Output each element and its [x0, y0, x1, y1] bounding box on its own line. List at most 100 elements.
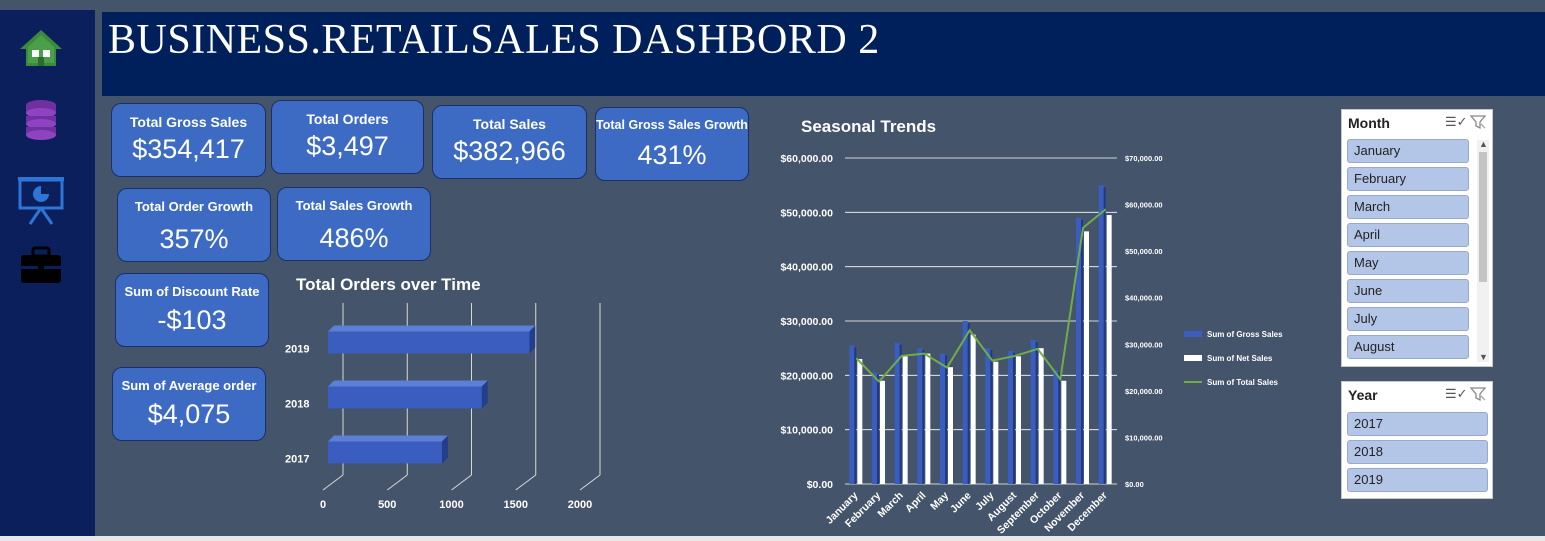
database-icon[interactable] — [18, 96, 64, 142]
net-sales-bar — [1106, 215, 1112, 485]
bar-side — [529, 325, 536, 354]
year-slicer-item[interactable]: 2018 — [1347, 440, 1488, 464]
legend-swatch — [1184, 331, 1202, 337]
kpi-label: Total Order Growth — [134, 199, 254, 214]
presentation-icon[interactable] — [18, 174, 64, 225]
month-slicer-item[interactable]: June — [1347, 279, 1469, 303]
year-slicer-item[interactable]: 2017 — [1347, 412, 1488, 436]
month-slicer-item[interactable]: January — [1347, 139, 1469, 163]
y-right-tick-label: $20,000.00 — [1125, 387, 1163, 396]
net-sales-bar — [970, 334, 976, 484]
scroll-thumb[interactable] — [1479, 152, 1487, 282]
x-tick-label: 2000 — [568, 499, 592, 511]
y-left-tick-label: $10,000.00 — [780, 425, 833, 437]
y-left-tick-label: $60,000.00 — [780, 153, 833, 165]
x-tick-label: May — [928, 490, 951, 513]
month-slicer-item[interactable]: July — [1347, 307, 1469, 331]
kpi-gross-sales[interactable]: Total Gross Sales $354,417 — [111, 103, 266, 177]
kpi-average-order[interactable]: Sum of Average order $4,075 — [112, 367, 266, 441]
gross-sales-bar-side — [1058, 371, 1061, 484]
net-sales-bar — [925, 353, 931, 484]
month-slicer-title: Month — [1348, 115, 1390, 131]
gridline — [515, 474, 537, 491]
gross-sales-bar-side — [877, 374, 879, 484]
gridline — [386, 474, 408, 491]
y-right-tick-label: $40,000.00 — [1125, 294, 1163, 303]
kpi-total-sales[interactable]: Total Sales $382,966 — [432, 105, 587, 179]
gross-sales-bar — [1030, 340, 1036, 484]
kpi-value: -$103 — [157, 305, 227, 335]
y-left-tick-label: $30,000.00 — [780, 316, 833, 328]
net-sales-bar — [1038, 348, 1044, 484]
gridline — [451, 474, 472, 491]
gross-sales-bar — [962, 321, 968, 484]
month-scrollbar[interactable]: ▲ ▼ — [1477, 139, 1489, 362]
kpi-value: $4,075 — [147, 399, 231, 429]
legend-swatch — [1184, 355, 1202, 361]
bottom-strip — [0, 536, 1545, 541]
net-sales-bar — [993, 361, 999, 484]
bar-top — [328, 325, 536, 332]
net-sales-bar — [857, 359, 863, 484]
month-slicer[interactable]: Month ☰✓ January February March April May Jun… — [1341, 109, 1493, 367]
gross-sales-bar — [1076, 217, 1081, 484]
month-slicer-item[interactable]: February — [1347, 167, 1469, 191]
gross-sales-bar — [894, 342, 900, 484]
kpi-total-orders[interactable]: Total Orders $3,497 — [271, 100, 424, 174]
bar-side — [481, 380, 488, 409]
kpi-gross-sales-growth[interactable]: Total Gross Sales Growth 431% — [595, 107, 749, 181]
year-slicer-title: Year — [1348, 387, 1378, 403]
year-slicer[interactable]: Year ☰✓ 2017 2018 2019 — [1341, 381, 1493, 499]
kpi-value: $354,417 — [132, 134, 245, 164]
clear-filter-icon[interactable] — [1469, 114, 1487, 133]
month-slicer-item[interactable]: May — [1347, 251, 1469, 275]
gross-sales-bar — [940, 353, 945, 484]
bar-top — [328, 435, 448, 442]
kpi-label: Total Gross Sales Growth — [596, 118, 748, 132]
seasonal-chart-title: Seasonal Trends — [801, 117, 937, 136]
month-slicer-item[interactable]: April — [1347, 223, 1469, 247]
scroll-up-icon[interactable]: ▲ — [1479, 139, 1488, 149]
x-tick-label: April — [903, 490, 928, 515]
scroll-down-icon[interactable]: ▼ — [1479, 352, 1488, 362]
x-tick-label: March — [875, 490, 905, 520]
gross-sales-bar-side — [1103, 187, 1106, 484]
sidebar — [0, 10, 95, 536]
kpi-order-growth[interactable]: Total Order Growth 357% — [117, 188, 271, 262]
y-right-tick-label: $50,000.00 — [1125, 247, 1163, 256]
briefcase-icon[interactable] — [18, 242, 64, 288]
gross-sales-bar-side — [945, 355, 947, 484]
bar-top — [328, 380, 488, 387]
home-icon[interactable] — [18, 26, 64, 72]
net-sales-bar — [948, 367, 953, 484]
y-right-tick-label: $10,000.00 — [1125, 433, 1163, 442]
kpi-label: Total Orders — [306, 111, 389, 127]
net-sales-bar — [1061, 380, 1067, 484]
y-category-label: 2018 — [285, 399, 309, 411]
kpi-discount-rate[interactable]: Sum of Discount Rate -$103 — [115, 273, 269, 347]
net-sales-bar — [1016, 356, 1021, 484]
kpi-label: Sum of Discount Rate — [124, 284, 260, 299]
month-slicer-item[interactable]: August — [1347, 335, 1469, 359]
kpi-label: Total Gross Sales — [129, 114, 248, 130]
gross-sales-bar — [1053, 369, 1059, 484]
multi-select-icon[interactable]: ☰✓ — [1445, 386, 1468, 401]
legend-label: Sum of Gross Sales — [1207, 330, 1283, 339]
y-left-tick-label: $20,000.00 — [780, 370, 833, 382]
net-sales-bar — [1084, 231, 1089, 484]
bar-side — [441, 435, 448, 464]
gross-sales-bar-side — [990, 350, 993, 484]
gridline — [579, 474, 601, 491]
year-slicer-item[interactable]: 2019 — [1347, 468, 1488, 492]
multi-select-icon[interactable]: ☰✓ — [1445, 114, 1468, 129]
kpi-value: $382,966 — [453, 136, 566, 166]
clear-filter-icon[interactable] — [1469, 386, 1487, 405]
y-left-tick-label: $50,000.00 — [780, 207, 833, 219]
bar — [328, 386, 482, 409]
kpi-value: 357% — [159, 224, 229, 254]
kpi-sales-growth[interactable]: Total Sales Growth 486% — [277, 187, 431, 261]
legend-label: Sum of Total Sales — [1207, 378, 1279, 387]
kpi-label: Total Sales — [473, 116, 546, 132]
month-slicer-item[interactable]: March — [1347, 195, 1469, 219]
gross-sales-bar-side — [922, 350, 925, 484]
